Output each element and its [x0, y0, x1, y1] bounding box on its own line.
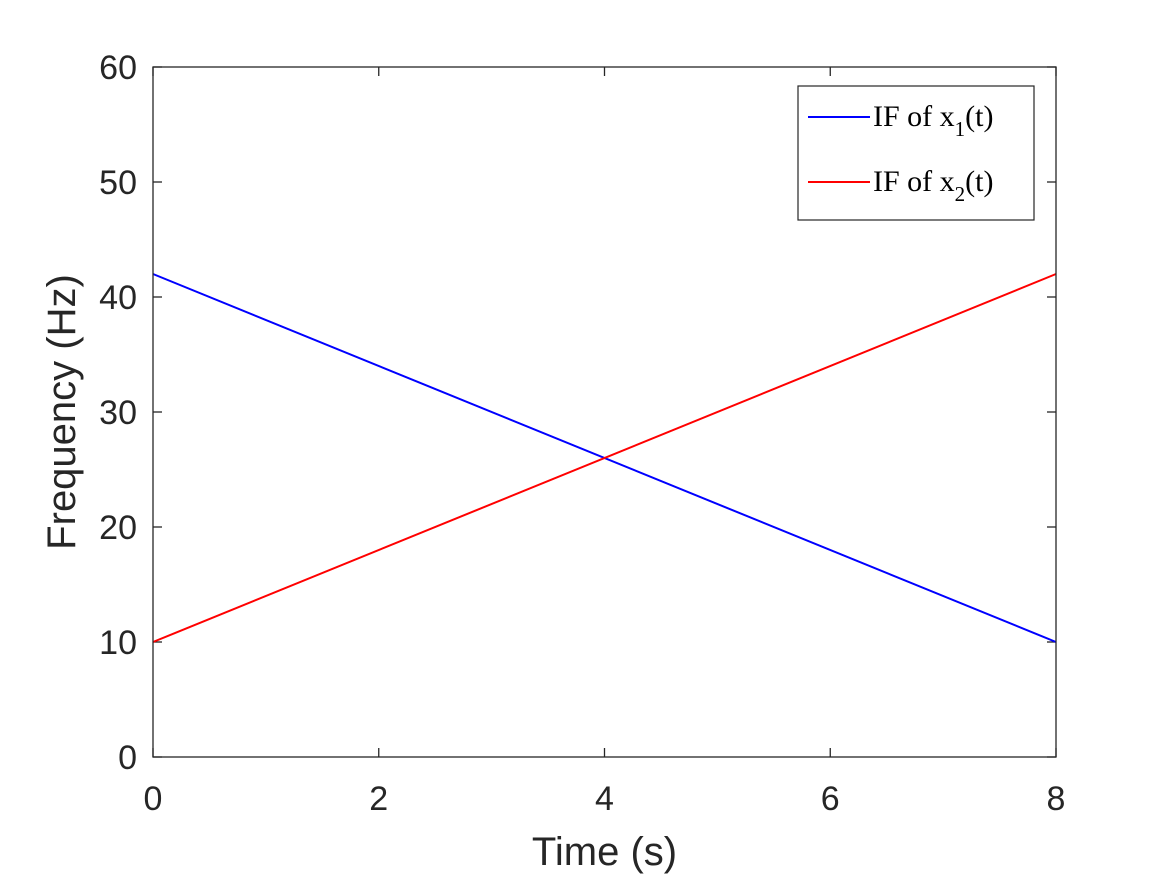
legend-box — [797, 85, 1035, 221]
legend-label-1: IF of x1(t) — [873, 100, 994, 141]
tick-labels: 0 2 4 6 8 0 10 20 30 40 50 60 — [99, 49, 1065, 818]
series-line-2 — [152, 273, 1057, 643]
y-axis-label: Frequency (Hz) — [40, 274, 84, 550]
x-tick-label: 2 — [369, 780, 388, 818]
y-tick-label: 10 — [99, 624, 137, 662]
x-tick-label: 0 — [144, 780, 163, 818]
y-tick-label: 20 — [99, 509, 137, 547]
x-tick-label: 8 — [1047, 780, 1066, 818]
y-tick-label: 40 — [99, 279, 137, 317]
plot-frame — [152, 66, 1057, 758]
y-tick-label: 30 — [99, 394, 137, 432]
y-tick-label: 60 — [99, 49, 137, 87]
x-tick-label: 6 — [821, 780, 840, 818]
x-tick-label: 4 — [595, 780, 614, 818]
y-tick-label: 0 — [118, 739, 137, 777]
y-tick-label: 50 — [99, 164, 137, 202]
x-axis-label: Time (s) — [532, 830, 677, 874]
legend: IF of x1(t) IF of x2(t) — [797, 85, 1035, 221]
legend-entries: IF of x1(t) IF of x2(t) — [808, 100, 994, 206]
series-lines — [152, 273, 1057, 643]
legend-label-2: IF of x2(t) — [873, 165, 994, 206]
